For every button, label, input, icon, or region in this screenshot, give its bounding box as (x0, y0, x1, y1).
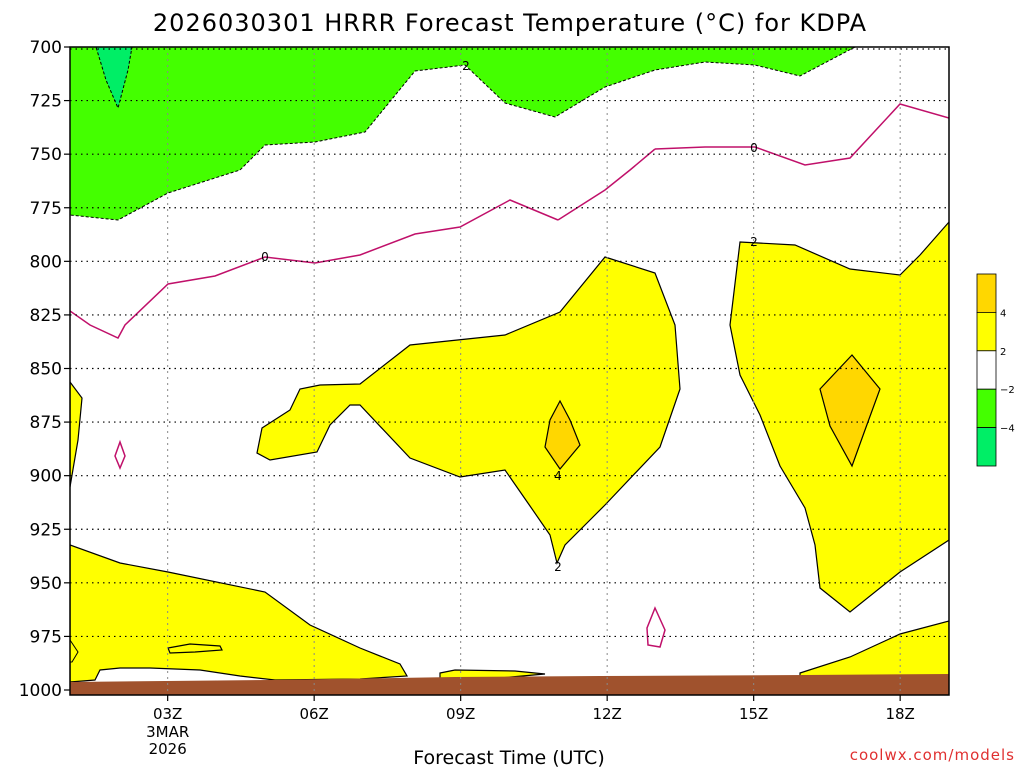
credit-text: coolwx.com/models (850, 746, 1015, 764)
colorbar-tick-label: −2 (1000, 385, 1015, 396)
y-tick-label: 875 (30, 413, 62, 433)
warm-region-2to4-surface-left (70, 544, 409, 683)
colorbar-swatch (976, 388, 997, 429)
y-tick-label: 850 (30, 360, 62, 380)
contour-label: 2 (750, 235, 758, 249)
x-tick-sublabel: 3MAR (146, 723, 189, 741)
warm-region-2to4-left-edge (70, 381, 83, 488)
warm-region-4to6-right (819, 354, 881, 468)
y-tick-label: 900 (30, 467, 62, 487)
cold-region-below-minus4 (95, 47, 133, 110)
warm-region-2to4-surface-right (799, 620, 949, 681)
zero-isotherm-upper-lead (557, 148, 656, 221)
colorbar-tick-label: 4 (1000, 308, 1006, 319)
contour-label: 2 (554, 560, 562, 574)
colorbar-swatch (976, 427, 997, 467)
colorbar-swatch (976, 311, 997, 352)
contour-label: 0 (750, 141, 758, 155)
x-tick-label: 12Z (592, 705, 621, 723)
zero-isotherm-small-loop-left (114, 439, 126, 470)
colorbar-swatch (976, 273, 997, 313)
colorbar-swatch (976, 350, 997, 390)
y-axis: 700 725 750 775 800 825 850 875 900 925 950 975 1000 (19, 38, 70, 701)
plot-frame (69, 46, 950, 696)
grid-lines (70, 47, 949, 695)
y-tick-label: 975 (30, 627, 62, 647)
cold-region-below-minus2 (70, 47, 856, 221)
filled-contours (70, 47, 949, 683)
colorbar: 4 2 −2 −4 (976, 273, 1015, 467)
x-tick-label: 06Z (299, 705, 328, 723)
y-tick-label: 700 (30, 38, 62, 58)
y-tick-label: 925 (30, 520, 62, 540)
contour-label: 2 (462, 59, 470, 73)
zero-isotherms (70, 103, 949, 648)
x-tick-sublabel: 2026 (149, 740, 187, 758)
y-tick-label: 725 (30, 92, 62, 112)
x-tick-label: 18Z (885, 705, 914, 723)
colorbar-tick-label: −4 (1000, 424, 1015, 435)
ground-shading (70, 674, 949, 695)
warm-region-2to4-small-blob (167, 643, 223, 654)
chart-title: 2026030301 HRRR Forecast Temperature (°C… (153, 9, 867, 37)
x-tick-label: 03Z (153, 705, 182, 723)
y-tick-label: 800 (30, 252, 62, 272)
colorbar-tick-label: 2 (1000, 347, 1006, 358)
x-axis-label: Forecast Time (UTC) (413, 747, 604, 768)
contour-label: 0 (261, 250, 269, 264)
y-tick-label: 1000 (19, 681, 62, 701)
warm-region-2to4-surface-lip (70, 639, 79, 663)
y-tick-label: 750 (30, 145, 62, 165)
warm-region-2to4-mid (256, 256, 681, 565)
y-tick-label: 775 (30, 199, 62, 219)
x-tick-label: 15Z (739, 705, 768, 723)
x-tick-label: 09Z (446, 705, 475, 723)
zero-isotherm-small-loop-right (646, 606, 666, 648)
y-tick-label: 825 (30, 306, 62, 326)
contour-label: 4 (554, 469, 562, 483)
contour-labels: 2 0 0 2 4 2 (261, 59, 758, 574)
zero-isotherm-upper (654, 103, 949, 166)
zero-isotherm-lower (70, 199, 559, 339)
y-tick-label: 950 (30, 574, 62, 594)
warm-region-4to6-mid (544, 399, 581, 470)
